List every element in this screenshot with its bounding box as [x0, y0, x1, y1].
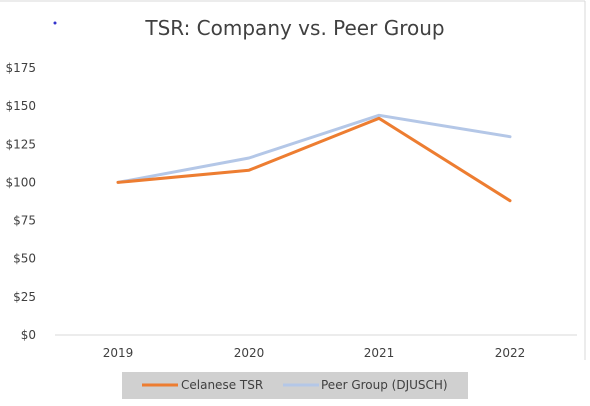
y-tick-label: $75	[13, 214, 36, 228]
x-axis-ticks: 2019 2020 2021 2022	[103, 346, 526, 360]
y-tick-label: $175	[5, 61, 36, 75]
series-line-peer-group	[116, 113, 512, 184]
decorative-dot	[53, 21, 57, 25]
y-tick-label: $50	[13, 252, 36, 266]
y-tick-label: $0	[21, 328, 36, 342]
x-tick-label: 2019	[103, 346, 134, 360]
y-tick-label: $25	[13, 290, 36, 304]
y-tick-label: $100	[5, 175, 36, 189]
y-tick-label: $125	[5, 137, 36, 151]
series-line-celanese	[116, 116, 512, 203]
legend-label-celanese: Celanese TSR	[181, 378, 263, 392]
series-lines	[116, 113, 512, 203]
y-tick-label: $150	[5, 99, 36, 113]
x-tick-label: 2021	[364, 346, 395, 360]
x-tick-label: 2022	[495, 346, 526, 360]
legend-label-peer-group: Peer Group (DJUSCH)	[321, 378, 448, 392]
legend: Celanese TSR Peer Group (DJUSCH)	[122, 372, 468, 399]
x-tick-label: 2020	[234, 346, 265, 360]
y-axis-ticks: $0 $25 $50 $75 $100 $125 $150 $175	[5, 61, 36, 342]
chart-title: TSR: Company vs. Peer Group	[144, 16, 444, 40]
